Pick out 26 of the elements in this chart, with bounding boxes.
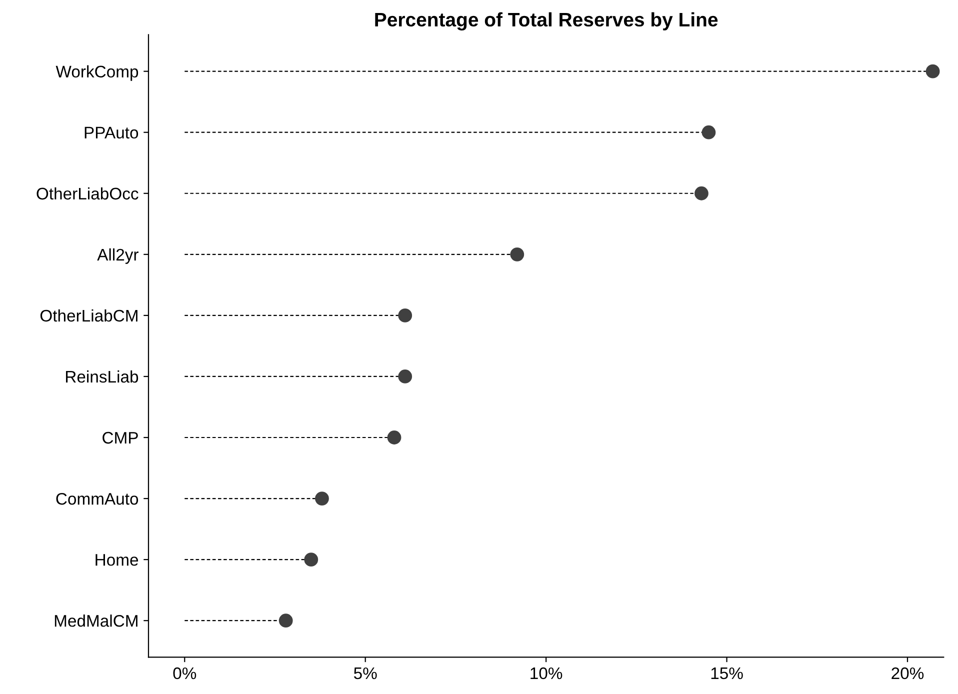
point [398,370,412,384]
y-tick-label: OtherLiabOcc [36,187,138,200]
y-tick-label: OtherLiabCM [40,309,138,322]
point [398,308,412,322]
chart-title: Percentage of Total Reserves by Line [375,12,718,30]
y-tick-label: WorkComp [56,65,138,81]
y-tick-label: ReinsLiab [66,370,138,383]
x-tick-label: 5% [354,667,377,680]
x-tick-label: 15% [711,667,743,680]
point [315,492,329,506]
point [926,64,940,78]
point [702,125,716,140]
point [510,247,524,262]
y-tick-label: All2yr [97,248,138,264]
y-tick-label: CommAuto [56,492,138,505]
y-tick-label: MedMalCM [54,614,138,627]
x-tick-label: 0% [173,667,196,680]
x-tick-label: 10% [530,667,562,680]
y-tick-label: CMP [102,432,138,444]
y-tick-label: PPAuto [84,126,138,139]
point [387,430,402,444]
y-tick-label: Home [96,554,138,566]
x-tick-label: 20% [892,667,924,680]
point [694,186,708,200]
point [278,614,293,628]
point [304,552,318,567]
